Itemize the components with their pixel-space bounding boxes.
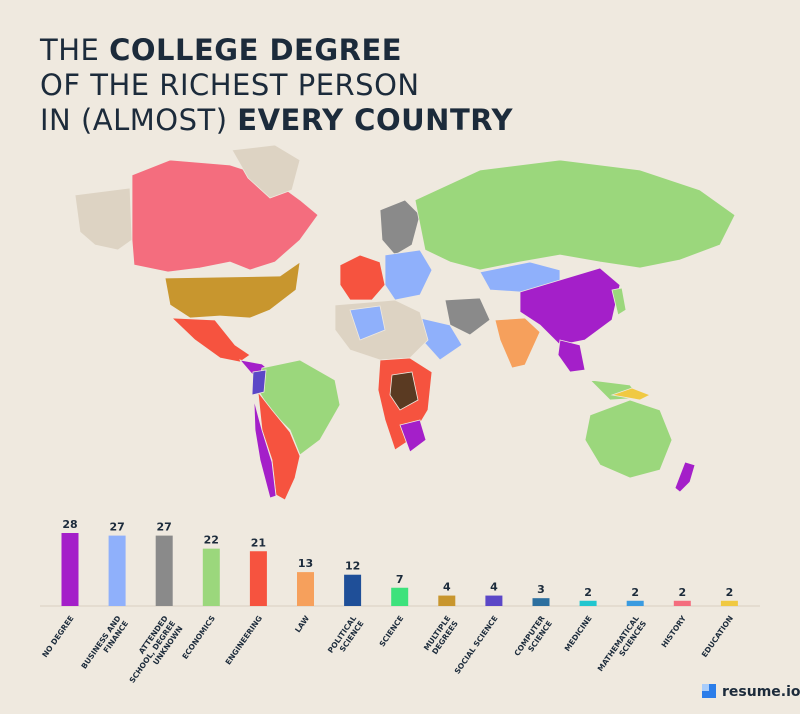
- greenland-islands: [231, 144, 301, 199]
- bar: [108, 535, 126, 606]
- mexico: [170, 317, 251, 363]
- value-label: 2: [584, 586, 592, 599]
- value-label: 2: [678, 586, 686, 599]
- chart-title-line: IN (ALMOST) EVERY COUNTRY: [40, 103, 513, 137]
- india: [494, 317, 541, 369]
- bar: [297, 572, 314, 606]
- chile: [253, 399, 277, 499]
- china: [519, 267, 621, 346]
- value-label: 4: [490, 581, 498, 594]
- value-label: 21: [251, 536, 266, 549]
- scandinavia: [379, 199, 421, 256]
- bar: [155, 535, 173, 606]
- bar: [61, 533, 79, 606]
- title-segment: THE: [39, 33, 109, 67]
- bar: [626, 600, 644, 606]
- value-label: 4: [443, 581, 451, 594]
- usa: [164, 261, 301, 319]
- bar: [249, 551, 267, 606]
- congo: [389, 371, 419, 411]
- papua: [610, 387, 651, 401]
- south-africa: [399, 419, 427, 453]
- bar: [344, 574, 362, 606]
- bar: [532, 598, 550, 606]
- bar: [438, 595, 456, 606]
- value-label: 28: [62, 518, 77, 531]
- value-label: 13: [298, 557, 313, 570]
- value-label: 22: [204, 534, 219, 547]
- algeria: [349, 305, 386, 341]
- brand: resume.io: [722, 684, 800, 700]
- peru: [251, 369, 267, 396]
- southeast-asia: [557, 339, 586, 373]
- bar: [202, 548, 220, 606]
- title-segment: OF THE RICHEST PERSON: [40, 68, 420, 102]
- australia: [584, 399, 673, 479]
- value-label: 7: [396, 573, 404, 586]
- chart-title-line: OF THE RICHEST PERSON: [40, 68, 420, 102]
- brand-icon-corner: [702, 684, 709, 691]
- alaska: [74, 187, 133, 251]
- value-label: 12: [345, 560, 360, 573]
- world-map: [74, 144, 736, 501]
- bar: [485, 595, 503, 606]
- value-label: 2: [631, 586, 639, 599]
- value-label: 27: [109, 521, 124, 534]
- value-label: 2: [726, 586, 734, 599]
- title-segment: IN (ALMOST): [40, 103, 237, 137]
- value-label: 27: [157, 521, 172, 534]
- russia: [414, 159, 736, 271]
- new-zealand: [674, 461, 696, 493]
- central-europe: [384, 249, 433, 301]
- bar: [391, 587, 409, 606]
- title-segment: EVERY COUNTRY: [237, 103, 513, 137]
- iran: [444, 297, 491, 336]
- west-europe: [339, 254, 386, 301]
- chart-title-line: THE COLLEGE DEGREE: [39, 33, 402, 67]
- bar: [673, 600, 691, 606]
- title-segment: COLLEGE DEGREE: [109, 33, 402, 67]
- bar: [720, 600, 738, 606]
- bar: [579, 600, 597, 606]
- value-label: 3: [537, 583, 545, 596]
- japan: [611, 287, 627, 316]
